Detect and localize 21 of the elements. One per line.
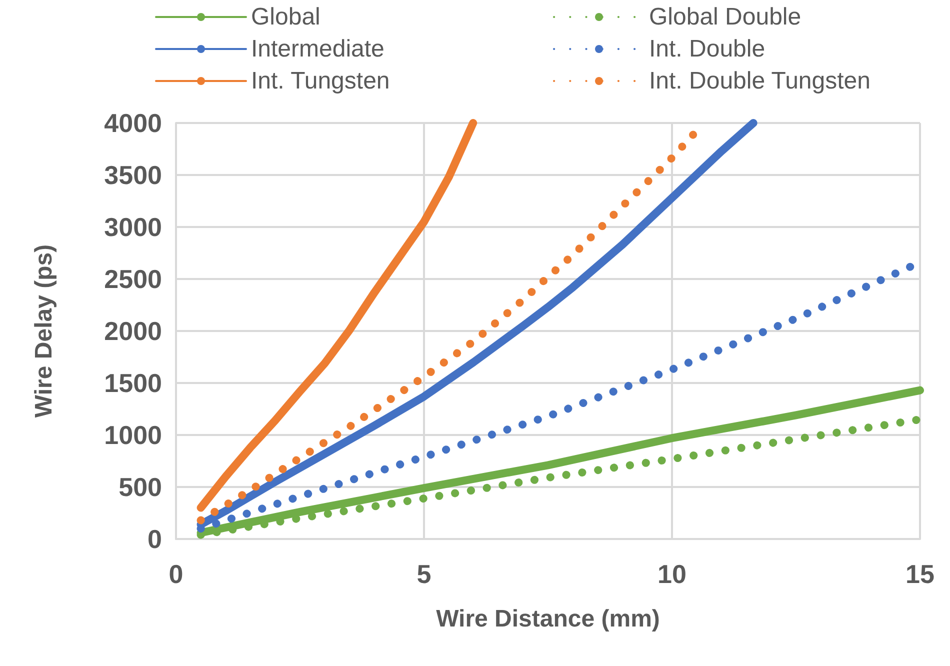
legend-label: Global Double [649,4,802,30]
y-tick-label: 2000 [104,316,162,346]
y-tick-label: 0 [148,524,162,554]
y-axis-title: Wire Delay (ps) [30,244,58,418]
y-tick-label: 1000 [104,420,162,450]
x-tick-label: 0 [168,559,184,589]
y-tick-label: 1500 [104,368,162,398]
legend-label: Int. Tungsten [251,68,390,94]
legend-label: Global [251,4,320,30]
x-axis-title: Wire Distance (mm) [436,606,660,632]
y-tick-label: 3500 [104,160,162,190]
legend-label: Intermediate [251,36,384,62]
y-tick-label: 2500 [104,264,162,294]
legend-label: Int. Double Tungsten [649,68,870,94]
x-tick-label: 15 [906,559,934,589]
y-tick-label: 500 [118,472,162,502]
x-tick-label: 5 [416,559,432,589]
y-tick-label: 3000 [104,212,162,242]
x-tick-label: 10 [658,559,686,589]
legend-label: Int. Double [649,36,766,62]
y-tick-label: 4000 [104,108,162,138]
